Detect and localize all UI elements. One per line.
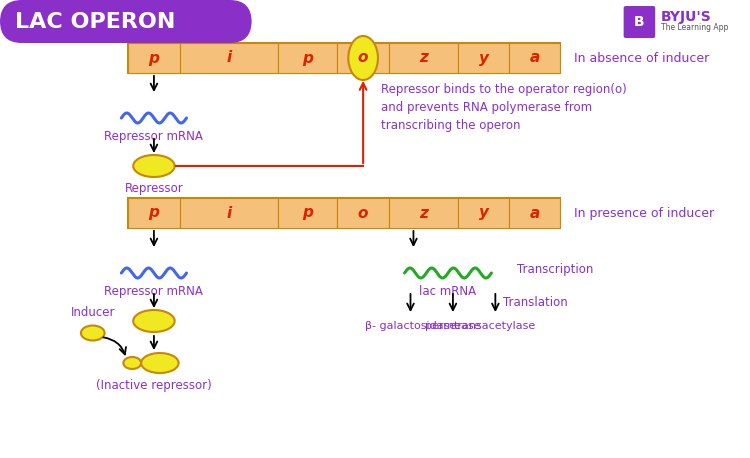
Ellipse shape xyxy=(134,310,175,332)
Ellipse shape xyxy=(81,326,104,340)
Text: i: i xyxy=(226,206,232,220)
Text: LAC OPERON: LAC OPERON xyxy=(15,12,176,32)
Text: p: p xyxy=(302,206,313,220)
Text: p: p xyxy=(148,50,159,65)
Ellipse shape xyxy=(141,353,178,373)
Text: β- galactosidase: β- galactosidase xyxy=(364,321,456,331)
Text: o: o xyxy=(358,50,368,65)
Bar xyxy=(388,43,458,73)
Text: The Learning App: The Learning App xyxy=(662,23,728,33)
Text: i: i xyxy=(226,50,232,65)
Ellipse shape xyxy=(348,36,378,80)
Ellipse shape xyxy=(123,357,141,369)
Bar xyxy=(128,42,562,74)
Bar xyxy=(128,198,179,228)
Bar xyxy=(388,198,458,228)
Text: y: y xyxy=(478,206,488,220)
Text: p: p xyxy=(302,50,313,65)
Text: a: a xyxy=(530,206,540,220)
Bar xyxy=(458,198,509,228)
Text: Repressor mRNA: Repressor mRNA xyxy=(104,130,203,143)
Text: lac mRNA: lac mRNA xyxy=(419,285,476,298)
Text: permease: permease xyxy=(425,321,481,331)
Text: o: o xyxy=(358,206,368,220)
Bar xyxy=(278,198,338,228)
Text: p: p xyxy=(148,206,159,220)
Text: Inducer: Inducer xyxy=(70,306,115,319)
Bar xyxy=(179,198,278,228)
FancyBboxPatch shape xyxy=(0,0,252,43)
Ellipse shape xyxy=(134,155,175,177)
Bar xyxy=(278,43,338,73)
Text: In presence of inducer: In presence of inducer xyxy=(574,207,715,219)
Bar xyxy=(509,198,560,228)
Bar xyxy=(128,197,562,229)
Text: Repressor binds to the operator region(o)
and prevents RNA polymerase from
trans: Repressor binds to the operator region(o… xyxy=(381,83,627,132)
Text: a: a xyxy=(530,50,540,65)
Text: transacetylase: transacetylase xyxy=(454,321,536,331)
Text: y: y xyxy=(478,50,488,65)
Bar xyxy=(338,43,388,73)
Text: B: B xyxy=(634,15,645,29)
Text: o: o xyxy=(358,50,368,65)
Text: (Inactive repressor): (Inactive repressor) xyxy=(96,379,211,392)
Bar xyxy=(458,43,509,73)
Bar xyxy=(509,43,560,73)
Text: Repressor mRNA: Repressor mRNA xyxy=(104,285,203,298)
Text: z: z xyxy=(419,206,428,220)
Text: Transcription: Transcription xyxy=(517,263,593,277)
Text: z: z xyxy=(419,50,428,65)
Bar xyxy=(338,198,388,228)
Text: Repressor: Repressor xyxy=(124,182,183,195)
Bar xyxy=(128,43,179,73)
Text: Translation: Translation xyxy=(503,296,568,310)
Text: In absence of inducer: In absence of inducer xyxy=(574,51,710,65)
Bar xyxy=(179,43,278,73)
Text: BYJU'S: BYJU'S xyxy=(662,10,712,24)
FancyBboxPatch shape xyxy=(624,6,656,38)
